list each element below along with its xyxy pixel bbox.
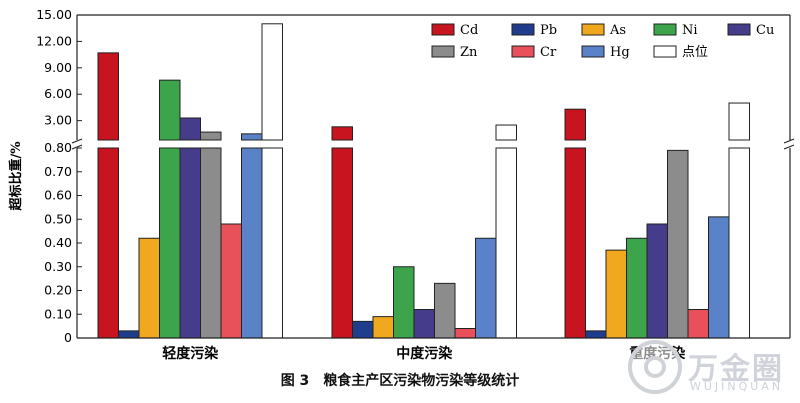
watermark-text: 万金圈 <box>688 352 784 387</box>
legend-label: As <box>609 23 626 38</box>
bar <box>626 237 648 339</box>
bar-upper-segment <box>564 108 586 141</box>
legend-label: Zn <box>460 45 478 60</box>
bar-lower-segment <box>564 147 586 339</box>
bar <box>475 237 497 339</box>
bar-upper-segment <box>728 102 750 141</box>
legend-swatch <box>653 23 677 36</box>
bar <box>687 309 709 339</box>
legend-swatch <box>653 45 677 58</box>
legend-label: Cr <box>540 45 557 60</box>
y-tick-label: 0 <box>64 330 72 345</box>
x-category-label: 中度污染 <box>396 345 453 362</box>
watermark-subtext: WUJINQUAN <box>690 380 784 393</box>
figure-caption-text: 粮食主产区污染物污染等级统计 <box>323 373 520 389</box>
figure-number: 图 3 <box>280 373 310 389</box>
legend-label: Cu <box>756 23 774 38</box>
watermark-logo-icon <box>628 340 682 394</box>
bar-lower-segment <box>495 147 517 339</box>
bar <box>434 282 456 339</box>
legend-swatch <box>431 45 455 58</box>
bar-lower-segment <box>179 147 201 339</box>
legend-swatch <box>727 23 751 36</box>
legend-label: 点位 <box>682 45 708 60</box>
bar-upper-segment <box>241 133 263 141</box>
bar-upper-segment <box>179 117 201 141</box>
bar <box>138 237 160 339</box>
bar <box>118 330 140 339</box>
bar <box>708 216 730 339</box>
bar <box>220 223 242 339</box>
bar <box>372 316 394 339</box>
y-tick-label: 3.00 <box>44 113 72 128</box>
y-tick-label: 12.00 <box>36 33 72 48</box>
bars-layer <box>97 23 750 339</box>
y-tick-label: 0.60 <box>44 188 72 203</box>
axes-layer: 3.00 6.00 9.00 12.00 15.00 0 0.10 0.20 0.30 0.40 0… <box>8 7 795 362</box>
legend: Cd Pb As Ni Cu Zn Cr Hg 点位 <box>431 23 774 60</box>
legend-label: Cd <box>460 23 478 38</box>
bar <box>413 309 435 339</box>
y-tick-label: 6.00 <box>44 86 72 101</box>
bar <box>646 223 668 339</box>
legend-label: Ni <box>682 23 698 38</box>
bar-lower-segment <box>331 147 353 339</box>
bar-upper-segment <box>331 126 353 141</box>
bar <box>352 320 374 339</box>
bar-upper-segment <box>97 52 119 141</box>
axis-break-mark <box>783 138 795 144</box>
legend-swatch <box>581 23 605 36</box>
y-tick-label: 0.70 <box>44 164 72 179</box>
legend-label: Hg <box>610 45 630 60</box>
axis-break-mark <box>71 144 83 150</box>
y-tick-label: 0.50 <box>44 211 72 226</box>
axis-break-mark <box>71 138 83 144</box>
y-tick-label: 0.30 <box>44 259 72 274</box>
bar-lower-segment <box>261 147 283 339</box>
x-category-label: 轻度污染 <box>162 345 219 362</box>
bar <box>585 330 607 339</box>
bar-lower-segment <box>200 147 222 339</box>
axis-break-mark <box>783 144 795 150</box>
bar-upper-segment <box>495 124 517 141</box>
bar-upper-segment <box>261 23 283 141</box>
bar-lower-segment <box>728 147 750 339</box>
bar <box>454 328 476 339</box>
bar <box>393 266 415 339</box>
y-tick-label: 0.10 <box>44 306 72 321</box>
bar-upper-segment <box>159 79 181 141</box>
y-tick-label: 0.40 <box>44 235 72 250</box>
bar-lower-segment <box>159 147 181 339</box>
bar <box>605 249 627 339</box>
bar-upper-segment <box>200 131 222 141</box>
y-tick-label: 0.80 <box>44 140 72 155</box>
bar-lower-segment <box>97 147 119 339</box>
y-tick-label: 9.00 <box>44 60 72 75</box>
legend-swatch <box>581 45 605 58</box>
y-axis-label: 超标比重/% <box>8 141 24 211</box>
bar-lower-segment <box>241 147 263 339</box>
legend-swatch <box>511 23 535 36</box>
figure-caption: 图 3 粮食主产区污染物污染等级统计 <box>0 370 800 390</box>
y-tick-label: 0.20 <box>44 283 72 298</box>
legend-label: Pb <box>540 23 557 38</box>
legend-swatch <box>511 45 535 58</box>
y-tick-label: 15.00 <box>36 7 72 22</box>
watermark: 万金圈 WUJINQUAN <box>628 338 798 398</box>
legend-swatch <box>431 23 455 36</box>
bar <box>667 149 689 339</box>
